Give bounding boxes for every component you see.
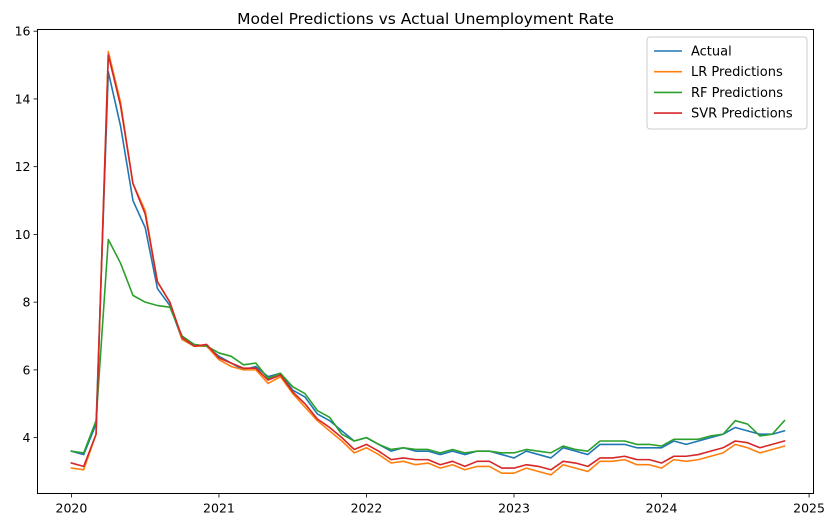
x-tick-label-4: 2024 — [646, 501, 678, 516]
legend-label-2: RF Predictions — [691, 86, 783, 101]
legend: Actual LR Predictions RF Predictions SVR Pr… — [646, 36, 808, 130]
x-axis: 2020 2021 2022 2023 2024 2025 — [56, 493, 825, 516]
y-tick-label-0: 4 — [23, 430, 31, 445]
y-tick-label-4: 12 — [15, 159, 31, 174]
x-tick-label-1: 2021 — [203, 501, 235, 516]
legend-box — [646, 36, 808, 130]
chart-title: Model Predictions vs Actual Unemployment… — [237, 10, 614, 28]
plot-frame — [37, 29, 814, 494]
legend-label-3: SVR Predictions — [691, 107, 793, 122]
series-line-2 — [70, 238, 786, 454]
y-tick-label-3: 10 — [15, 227, 31, 242]
x-tick-label-2: 2022 — [351, 501, 383, 516]
y-axis: 4 6 8 10 12 14 16 — [15, 24, 38, 445]
y-tick-label-6: 16 — [15, 24, 31, 39]
y-tick-label-2: 8 — [23, 295, 31, 310]
legend-label-1: LR Predictions — [691, 65, 783, 80]
y-tick-label-5: 14 — [15, 91, 31, 106]
x-tick-label-3: 2023 — [498, 501, 530, 516]
x-tick-label-5: 2025 — [793, 501, 825, 516]
series-layer — [70, 50, 786, 476]
legend-label-0: Actual — [691, 45, 732, 60]
y-tick-label-1: 6 — [23, 362, 31, 377]
x-tick-label-0: 2020 — [56, 501, 88, 516]
series-line-3 — [70, 54, 786, 471]
